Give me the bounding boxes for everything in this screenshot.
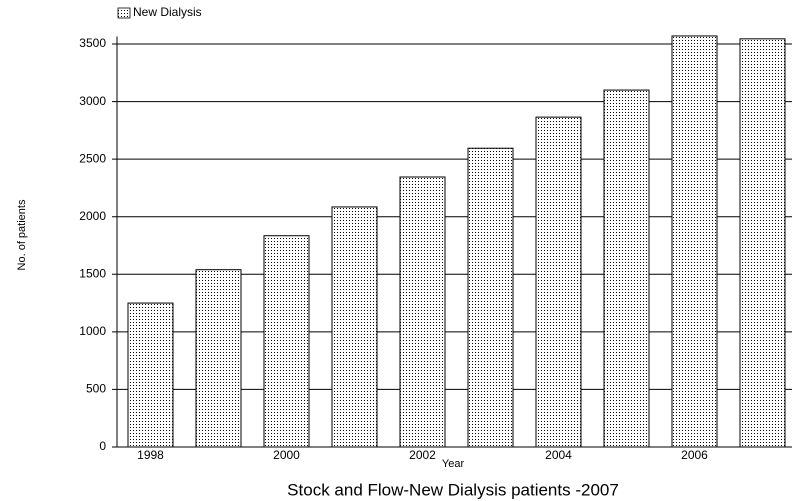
y-tick-label: 3000 — [79, 94, 106, 108]
bar — [263, 235, 310, 448]
bar — [467, 147, 514, 448]
x-tick-label: 1998 — [137, 448, 164, 462]
bar — [671, 35, 718, 448]
legend-label: New Dialysis — [133, 5, 202, 19]
y-tick-label: 3500 — [79, 36, 106, 50]
bar — [399, 176, 446, 448]
y-tick-label: 2000 — [79, 209, 106, 223]
bar — [603, 89, 650, 448]
y-tick-label: 1500 — [79, 266, 106, 280]
y-tick-label: 1000 — [79, 324, 106, 338]
x-tick-label: 2002 — [409, 448, 436, 462]
x-tick-label: 2006 — [681, 448, 708, 462]
bar — [127, 302, 174, 448]
y-tick-label: 0 — [99, 439, 106, 453]
x-axis-label: Year — [442, 458, 465, 470]
x-tick-label: 2004 — [545, 448, 572, 462]
chart-title: Stock and Flow-New Dialysis patients -20… — [287, 480, 619, 499]
x-tick-label: 2000 — [273, 448, 300, 462]
y-axis-label: No. of patients — [16, 199, 28, 270]
bar — [739, 38, 786, 448]
y-tick-label: 2500 — [79, 151, 106, 165]
bar — [195, 269, 242, 448]
legend-swatch — [117, 7, 131, 19]
bar — [331, 206, 378, 448]
bar — [535, 116, 582, 448]
y-tick-label: 500 — [86, 382, 106, 396]
